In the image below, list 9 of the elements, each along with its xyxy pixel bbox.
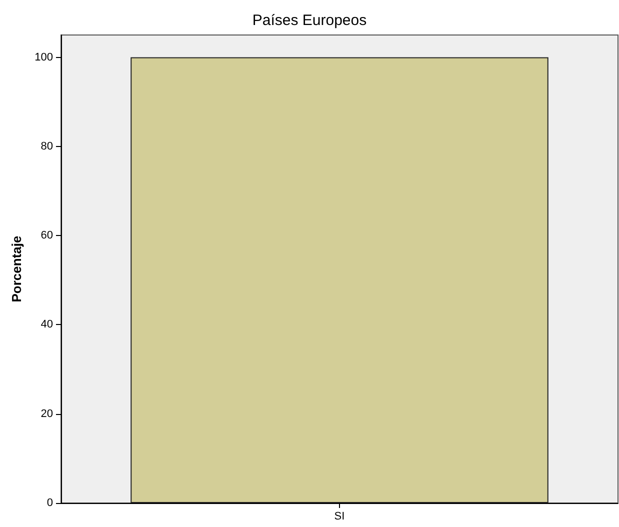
y-axis-title: Porcentaje xyxy=(9,236,24,302)
y-tick-label: 80 xyxy=(40,140,53,152)
y-tick-label: 60 xyxy=(40,230,53,242)
chart-title: Países Europeos xyxy=(252,12,367,29)
y-tick-label: 0 xyxy=(46,497,53,509)
x-tick-label: SI xyxy=(334,510,345,522)
y-tick-label: 20 xyxy=(40,408,53,420)
y-tick-label: 100 xyxy=(34,51,53,64)
y-tick-label: 40 xyxy=(40,318,53,331)
